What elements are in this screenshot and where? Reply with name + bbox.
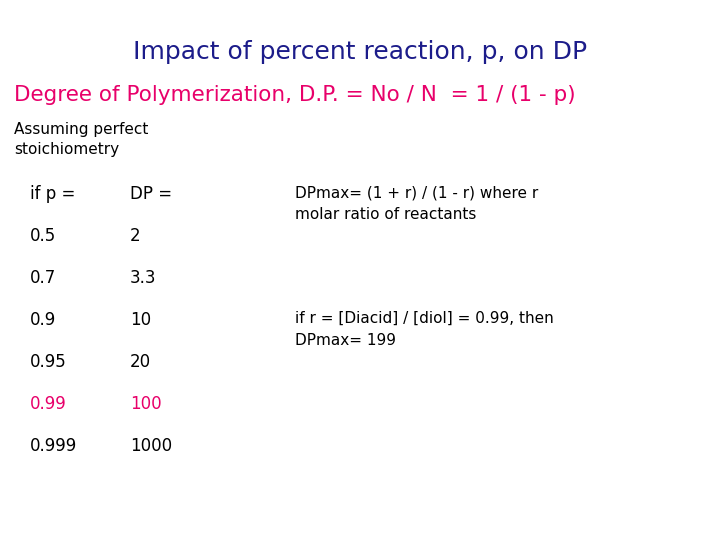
- Text: 0.7: 0.7: [30, 269, 56, 287]
- Text: 0.95: 0.95: [30, 353, 67, 371]
- Text: 100: 100: [130, 395, 161, 413]
- Text: 0.99: 0.99: [30, 395, 67, 413]
- Text: Degree of Polymerization, D.P. = No / N  = 1 / (1 - p): Degree of Polymerization, D.P. = No / N …: [14, 85, 575, 105]
- Text: if p =: if p =: [30, 185, 76, 203]
- Text: if r = [Diacid] / [diol] = 0.99, then
DPmax= 199: if r = [Diacid] / [diol] = 0.99, then DP…: [295, 311, 554, 348]
- Text: 20: 20: [130, 353, 151, 371]
- Text: DPmax= (1 + r) / (1 - r) where r
molar ratio of reactants: DPmax= (1 + r) / (1 - r) where r molar r…: [295, 185, 539, 222]
- Text: 0.999: 0.999: [30, 437, 77, 455]
- Text: 0.9: 0.9: [30, 311, 56, 329]
- Text: 2: 2: [130, 227, 140, 245]
- Text: 3.3: 3.3: [130, 269, 156, 287]
- Text: Impact of percent reaction, p, on DP: Impact of percent reaction, p, on DP: [133, 40, 587, 64]
- Text: Assuming perfect
stoichiometry: Assuming perfect stoichiometry: [14, 122, 148, 157]
- Text: 0.5: 0.5: [30, 227, 56, 245]
- Text: 1000: 1000: [130, 437, 172, 455]
- Text: 10: 10: [130, 311, 151, 329]
- Text: DP =: DP =: [130, 185, 172, 203]
